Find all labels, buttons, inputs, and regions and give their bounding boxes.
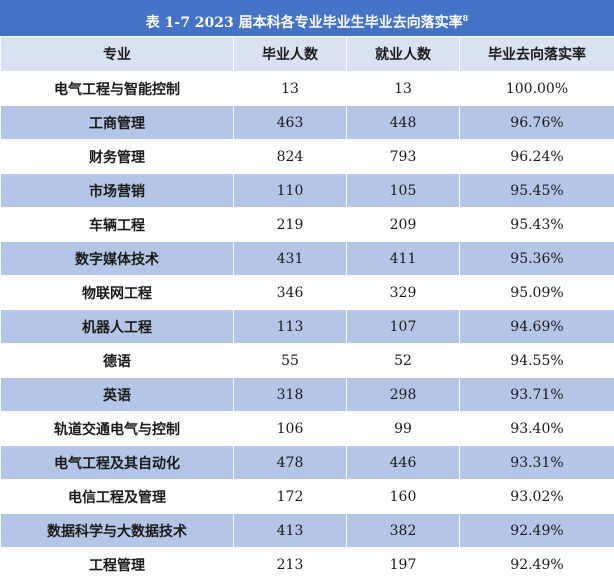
major-cell: 物联网工程: [1, 276, 234, 310]
rate-cell: 93.31%: [460, 446, 614, 480]
table-title-bar: 表 1-7 2023 届本科各专业毕业生毕业去向落实率8: [0, 0, 614, 36]
rate-cell: 95.09%: [460, 276, 614, 310]
rate-cell: 96.24%: [460, 140, 614, 174]
table-title: 表 1-7 2023 届本科各专业毕业生毕业去向落实率: [146, 15, 463, 31]
graduates-cell: 106: [234, 412, 347, 446]
employed-cell: 411: [347, 242, 460, 276]
rate-cell: 96.76%: [460, 106, 614, 140]
rate-cell: 93.02%: [460, 480, 614, 514]
column-header-employed: 就业人数: [347, 37, 460, 72]
rate-cell: 92.49%: [460, 514, 614, 548]
major-cell: 英语: [1, 378, 234, 412]
employed-cell: 298: [347, 378, 460, 412]
major-cell: 电信工程及管理: [1, 480, 234, 514]
table-header-row: 专业 毕业人数 就业人数 毕业去向落实率: [1, 37, 614, 72]
employed-cell: 446: [347, 446, 460, 480]
major-cell: 数字媒体技术: [1, 242, 234, 276]
employed-cell: 793: [347, 140, 460, 174]
graduates-cell: 413: [234, 514, 347, 548]
employed-cell: 13: [347, 72, 460, 106]
employed-cell: 197: [347, 548, 460, 582]
major-cell: 电气工程与智能控制: [1, 72, 234, 106]
major-cell: 机器人工程: [1, 310, 234, 344]
rate-cell: 95.45%: [460, 174, 614, 208]
graduates-cell: 110: [234, 174, 347, 208]
graduates-cell: 318: [234, 378, 347, 412]
major-cell: 数据科学与大数据技术: [1, 514, 234, 548]
graduates-cell: 13: [234, 72, 347, 106]
employed-cell: 52: [347, 344, 460, 378]
employed-cell: 107: [347, 310, 460, 344]
rate-cell: 92.49%: [460, 548, 614, 582]
employed-cell: 160: [347, 480, 460, 514]
major-cell: 工程管理: [1, 548, 234, 582]
rate-cell: 95.43%: [460, 208, 614, 242]
rate-cell: 94.55%: [460, 344, 614, 378]
column-header-graduates: 毕业人数: [234, 37, 347, 72]
employed-cell: 448: [347, 106, 460, 140]
graduates-cell: 346: [234, 276, 347, 310]
major-cell: 轨道交通电气与控制: [1, 412, 234, 446]
major-cell: 财务管理: [1, 140, 234, 174]
graduates-cell: 431: [234, 242, 347, 276]
major-cell: 车辆工程: [1, 208, 234, 242]
rate-cell: 100.00%: [460, 72, 614, 106]
rate-cell: 94.69%: [460, 310, 614, 344]
graduates-cell: 213: [234, 548, 347, 582]
rate-cell: 95.36%: [460, 242, 614, 276]
employed-cell: 209: [347, 208, 460, 242]
graduates-cell: 824: [234, 140, 347, 174]
major-cell: 德语: [1, 344, 234, 378]
graduates-cell: 113: [234, 310, 347, 344]
column-header-major: 专业: [1, 37, 234, 72]
employed-cell: 105: [347, 174, 460, 208]
employed-cell: 329: [347, 276, 460, 310]
graduates-cell: 478: [234, 446, 347, 480]
graduates-cell: 219: [234, 208, 347, 242]
column-header-rate: 毕业去向落实率: [460, 37, 614, 72]
major-cell: 工商管理: [1, 106, 234, 140]
major-cell: 电气工程及其自动化: [1, 446, 234, 480]
graduates-cell: 172: [234, 480, 347, 514]
major-cell: 市场营销: [1, 174, 234, 208]
employed-cell: 382: [347, 514, 460, 548]
employed-cell: 99: [347, 412, 460, 446]
graduates-cell: 463: [234, 106, 347, 140]
title-footnote: 8: [463, 13, 469, 23]
graduates-cell: 55: [234, 344, 347, 378]
rate-cell: 93.71%: [460, 378, 614, 412]
rate-cell: 93.40%: [460, 412, 614, 446]
